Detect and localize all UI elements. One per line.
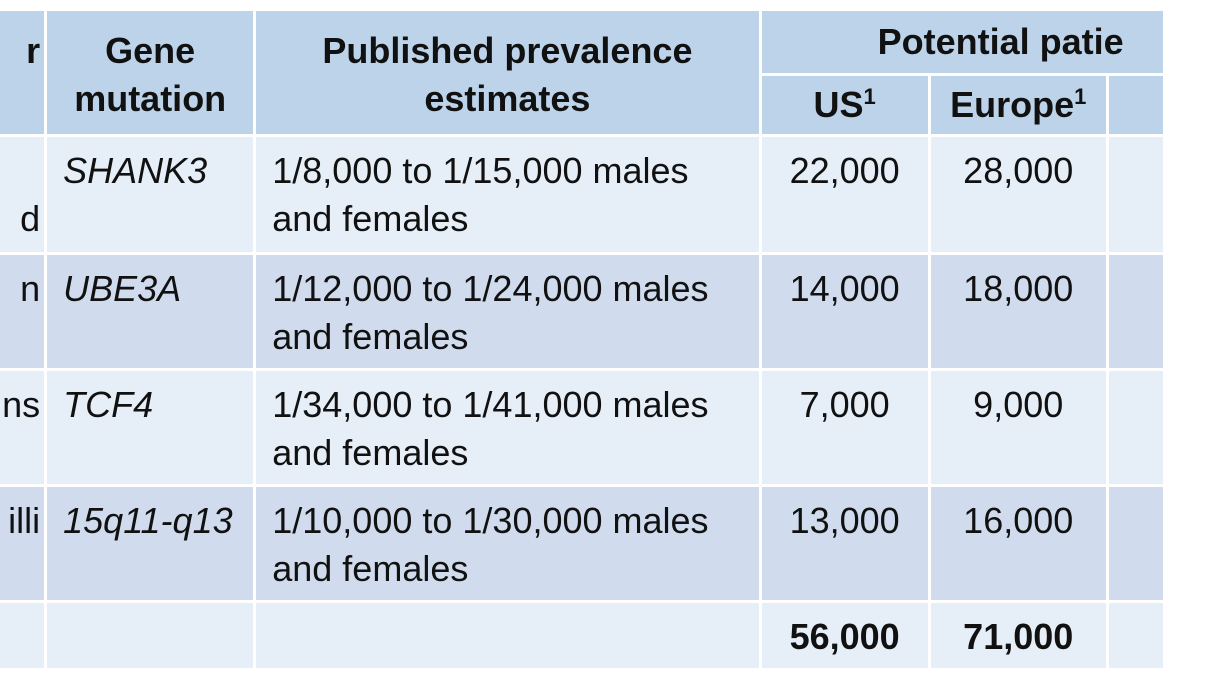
total-europe-cell: 71,000: [927, 600, 1109, 671]
extra-cell: [1105, 134, 1167, 255]
prevalence-table: r Gene mutation Published prevalence est…: [0, 8, 1167, 671]
us-cell: 13,000: [758, 484, 931, 603]
europe-cell: 9,000: [927, 368, 1109, 487]
header-condition: r: [0, 8, 48, 137]
totals-empty-cell: [0, 600, 48, 671]
extra-cell: [1105, 484, 1167, 603]
header-extra-column: [1105, 73, 1167, 137]
gene-cell: TCF4: [44, 368, 257, 487]
prevalence-cell: 1/8,000 to 1/15,000 males and females: [253, 134, 762, 255]
prevalence-cell: 1/34,000 to 1/41,000 males and females: [253, 368, 762, 487]
totals-empty-cell: [1105, 600, 1167, 671]
header-potential-patients: Potential patie: [758, 8, 1167, 76]
condition-cell: d: [0, 134, 48, 255]
us-cell: 14,000: [758, 252, 931, 371]
header-us-label: US: [813, 84, 864, 125]
gene-cell: 15q11-q13: [44, 484, 257, 603]
us-cell: 22,000: [758, 134, 931, 255]
totals-empty-cell: [44, 600, 257, 671]
table-row: ins TCF4 1/34,000 to 1/41,000 males and …: [0, 368, 1167, 487]
totals-empty-cell: [253, 600, 762, 671]
header-us: US1: [758, 73, 931, 137]
table-row: d SHANK3 1/8,000 to 1/15,000 males and f…: [0, 134, 1167, 255]
gene-cell: UBE3A: [44, 252, 257, 371]
header-europe-label: Europe: [950, 84, 1075, 125]
europe-cell: 16,000: [927, 484, 1109, 603]
condition-cell: ins: [0, 368, 48, 487]
table-row: illi 15q11-q13 1/10,000 to 1/30,000 male…: [0, 484, 1167, 603]
gene-cell: SHANK3: [44, 134, 257, 255]
extra-cell: [1105, 368, 1167, 487]
extra-cell: [1105, 252, 1167, 371]
condition-cell: n: [0, 252, 48, 371]
europe-cell: 28,000: [927, 134, 1109, 255]
header-europe-footnote: 1: [1074, 84, 1087, 109]
europe-cell: 18,000: [927, 252, 1109, 371]
total-us-cell: 56,000: [758, 600, 931, 671]
condition-cell: illi: [0, 484, 48, 603]
us-cell: 7,000: [758, 368, 931, 487]
totals-row: 56,000 71,000: [0, 600, 1167, 671]
prevalence-cell: 1/10,000 to 1/30,000 males and females: [253, 484, 762, 603]
header-gene-mutation: Gene mutation: [44, 8, 257, 137]
header-europe: Europe1: [927, 73, 1109, 137]
table-row: n UBE3A 1/12,000 to 1/24,000 males and f…: [0, 252, 1167, 371]
prevalence-cell: 1/12,000 to 1/24,000 males and females: [253, 252, 762, 371]
header-published-prevalence: Published prevalence estimates: [253, 8, 762, 137]
header-us-footnote: 1: [863, 84, 876, 109]
